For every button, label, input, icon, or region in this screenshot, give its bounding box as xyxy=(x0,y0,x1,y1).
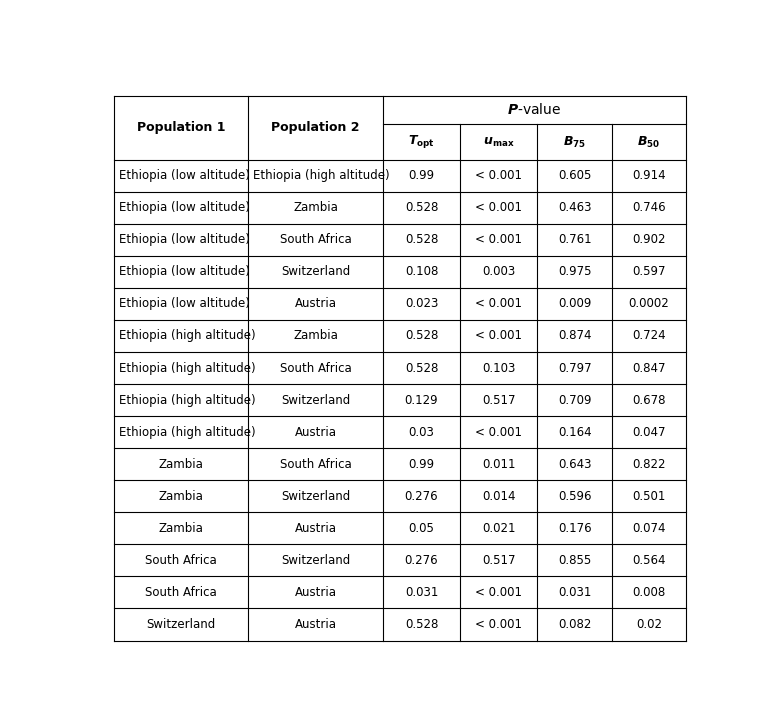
Text: 0.014: 0.014 xyxy=(482,490,515,503)
Text: 0.463: 0.463 xyxy=(558,201,591,214)
Text: 0.902: 0.902 xyxy=(632,233,666,246)
Text: < 0.001: < 0.001 xyxy=(475,169,522,182)
Text: South Africa: South Africa xyxy=(145,554,217,567)
Text: 0.031: 0.031 xyxy=(558,586,591,599)
Text: $\bfit{P}$-value: $\bfit{P}$-value xyxy=(508,102,561,118)
Text: Ethiopia (high altitude): Ethiopia (high altitude) xyxy=(118,425,255,439)
Text: 0.605: 0.605 xyxy=(558,169,591,182)
Text: 0.03: 0.03 xyxy=(408,425,434,439)
Text: $\bfit{u}_{\mathbf{max}}$: $\bfit{u}_{\mathbf{max}}$ xyxy=(483,136,514,149)
Text: South Africa: South Africa xyxy=(280,233,351,246)
Text: < 0.001: < 0.001 xyxy=(475,586,522,599)
Text: 0.975: 0.975 xyxy=(558,265,591,278)
Text: Ethiopia (low altitude): Ethiopia (low altitude) xyxy=(118,265,250,278)
Text: 0.761: 0.761 xyxy=(558,233,591,246)
Text: 0.874: 0.874 xyxy=(558,330,591,343)
Text: Austria: Austria xyxy=(295,298,337,311)
Text: 0.517: 0.517 xyxy=(482,554,515,567)
Text: 0.003: 0.003 xyxy=(482,265,515,278)
Text: 0.678: 0.678 xyxy=(632,393,666,407)
Text: 0.643: 0.643 xyxy=(558,457,591,470)
Text: 0.02: 0.02 xyxy=(636,618,662,631)
Text: 0.528: 0.528 xyxy=(404,201,438,214)
Text: 0.021: 0.021 xyxy=(482,522,515,535)
Text: Ethiopia (low altitude): Ethiopia (low altitude) xyxy=(118,169,250,182)
Text: Ethiopia (high altitude): Ethiopia (high altitude) xyxy=(118,330,255,343)
Text: 0.517: 0.517 xyxy=(482,393,515,407)
Text: < 0.001: < 0.001 xyxy=(475,233,522,246)
Text: Switzerland: Switzerland xyxy=(147,618,216,631)
Text: South Africa: South Africa xyxy=(280,362,351,375)
Text: 0.797: 0.797 xyxy=(558,362,591,375)
Text: 0.0002: 0.0002 xyxy=(628,298,669,311)
Text: 0.709: 0.709 xyxy=(558,393,591,407)
Text: 0.528: 0.528 xyxy=(404,618,438,631)
Text: Ethiopia (high altitude): Ethiopia (high altitude) xyxy=(118,393,255,407)
Text: Switzerland: Switzerland xyxy=(281,393,351,407)
Text: 0.597: 0.597 xyxy=(632,265,666,278)
Text: South Africa: South Africa xyxy=(280,457,351,470)
Text: 0.176: 0.176 xyxy=(558,522,591,535)
Text: 0.031: 0.031 xyxy=(404,586,438,599)
Text: 0.501: 0.501 xyxy=(632,490,666,503)
Text: 0.011: 0.011 xyxy=(482,457,515,470)
Text: Zambia: Zambia xyxy=(158,490,204,503)
Text: 0.103: 0.103 xyxy=(482,362,515,375)
Text: Austria: Austria xyxy=(295,586,337,599)
Text: 0.596: 0.596 xyxy=(558,490,591,503)
Text: 0.724: 0.724 xyxy=(632,330,666,343)
Text: 0.164: 0.164 xyxy=(558,425,591,439)
Text: South Africa: South Africa xyxy=(145,586,217,599)
Text: Austria: Austria xyxy=(295,618,337,631)
Text: < 0.001: < 0.001 xyxy=(475,330,522,343)
Text: 0.746: 0.746 xyxy=(632,201,666,214)
Text: 0.822: 0.822 xyxy=(632,457,666,470)
Text: 0.023: 0.023 xyxy=(404,298,438,311)
Text: 0.276: 0.276 xyxy=(404,490,438,503)
Text: 0.276: 0.276 xyxy=(404,554,438,567)
Text: Population 2: Population 2 xyxy=(271,121,360,134)
Text: Zambia: Zambia xyxy=(293,330,338,343)
Text: Switzerland: Switzerland xyxy=(281,490,351,503)
Text: 0.528: 0.528 xyxy=(404,330,438,343)
Text: $\bfit{B}_{\mathbf{75}}$: $\bfit{B}_{\mathbf{75}}$ xyxy=(563,134,586,150)
Text: Austria: Austria xyxy=(295,425,337,439)
Text: 0.847: 0.847 xyxy=(632,362,666,375)
Text: < 0.001: < 0.001 xyxy=(475,618,522,631)
Text: Ethiopia (high altitude): Ethiopia (high altitude) xyxy=(118,362,255,375)
Text: 0.05: 0.05 xyxy=(408,522,434,535)
Text: 0.008: 0.008 xyxy=(632,586,666,599)
Text: Population 1: Population 1 xyxy=(137,121,225,134)
Text: < 0.001: < 0.001 xyxy=(475,201,522,214)
Text: 0.129: 0.129 xyxy=(404,393,438,407)
Text: 0.047: 0.047 xyxy=(632,425,666,439)
Text: Zambia: Zambia xyxy=(293,201,338,214)
Text: Zambia: Zambia xyxy=(158,522,204,535)
Text: 0.99: 0.99 xyxy=(408,457,434,470)
Text: 0.108: 0.108 xyxy=(404,265,438,278)
Text: < 0.001: < 0.001 xyxy=(475,425,522,439)
Text: $\bfit{T}_{\mathbf{opt}}$: $\bfit{T}_{\mathbf{opt}}$ xyxy=(408,134,435,150)
Text: Ethiopia (low altitude): Ethiopia (low altitude) xyxy=(118,201,250,214)
Text: < 0.001: < 0.001 xyxy=(475,298,522,311)
Text: Ethiopia (low altitude): Ethiopia (low altitude) xyxy=(118,298,250,311)
Text: 0.528: 0.528 xyxy=(404,233,438,246)
Text: 0.074: 0.074 xyxy=(632,522,666,535)
Text: 0.99: 0.99 xyxy=(408,169,434,182)
Text: 0.914: 0.914 xyxy=(632,169,666,182)
Text: Zambia: Zambia xyxy=(158,457,204,470)
Text: 0.528: 0.528 xyxy=(404,362,438,375)
Text: Austria: Austria xyxy=(295,522,337,535)
Text: Ethiopia (low altitude): Ethiopia (low altitude) xyxy=(118,233,250,246)
Text: 0.564: 0.564 xyxy=(632,554,666,567)
Text: $\bfit{B}_{\mathbf{50}}$: $\bfit{B}_{\mathbf{50}}$ xyxy=(638,134,661,150)
Text: Switzerland: Switzerland xyxy=(281,265,351,278)
Text: 0.082: 0.082 xyxy=(558,618,591,631)
Text: 0.009: 0.009 xyxy=(558,298,591,311)
Text: Switzerland: Switzerland xyxy=(281,554,351,567)
Text: 0.855: 0.855 xyxy=(558,554,591,567)
Text: Ethiopia (high altitude): Ethiopia (high altitude) xyxy=(253,169,390,182)
